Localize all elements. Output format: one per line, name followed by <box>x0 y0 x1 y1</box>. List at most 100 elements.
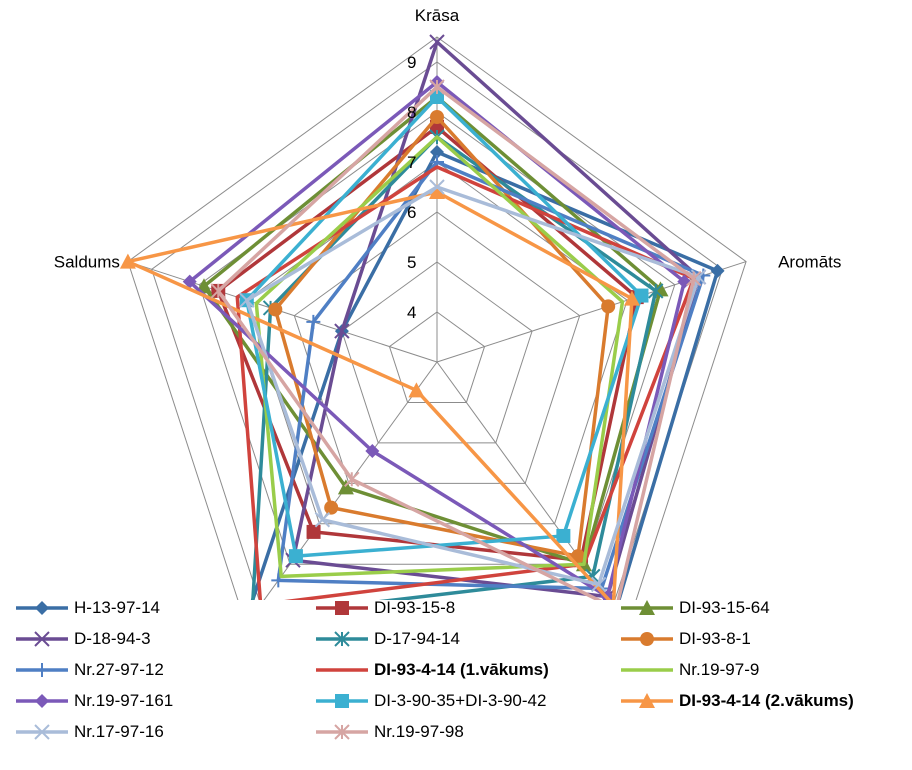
series-marker <box>334 323 350 339</box>
legend-swatch <box>16 631 68 647</box>
series-marker <box>365 443 380 458</box>
series-marker <box>335 601 349 615</box>
legend-label: DI-3-90-35+DI-3-90-42 <box>374 691 547 710</box>
legend-item: D-18-94-3 <box>14 625 151 653</box>
legend-swatch <box>16 663 68 677</box>
series-marker <box>429 34 445 50</box>
series-marker <box>639 693 655 708</box>
legend-item: DI-93-15-8 <box>314 594 455 622</box>
radar-chart: 456789KrāsaAromātsGaršaSkābumsSaldums <box>54 6 842 600</box>
legend-label: D-18-94-3 <box>74 629 151 648</box>
series-marker <box>335 694 349 708</box>
legend-label: Nr.19-97-161 <box>74 691 174 710</box>
legend-swatch <box>316 601 368 615</box>
legend-item: D-17-94-14 <box>314 625 460 653</box>
legend-label: DI-93-15-64 <box>679 598 770 617</box>
series-marker <box>640 632 654 646</box>
series-marker <box>634 288 649 303</box>
legend-item: DI-93-8-1 <box>619 625 751 653</box>
series-marker <box>556 528 571 543</box>
legend-item: Nr.27-97-12 <box>14 656 164 684</box>
series-marker <box>429 179 445 195</box>
legend-label: Nr.27-97-12 <box>74 660 164 679</box>
series-marker <box>34 631 50 647</box>
legend-label: DI-93-8-1 <box>679 629 751 648</box>
series-marker <box>710 263 725 278</box>
series-marker <box>314 512 331 528</box>
legend-swatch <box>16 601 68 615</box>
series <box>211 120 644 568</box>
series-marker <box>686 270 702 287</box>
series-marker <box>306 524 321 539</box>
legend-label: D-17-94-14 <box>374 629 460 648</box>
legend-swatch <box>316 631 368 647</box>
series <box>239 179 707 593</box>
legend-swatch <box>16 694 68 708</box>
legend-swatch <box>621 632 673 646</box>
series-marker <box>288 549 303 564</box>
series-line <box>126 190 634 600</box>
legend-label: DI-93-4-14 (2.vākums) <box>679 691 854 710</box>
series-marker <box>337 479 354 495</box>
legend-label: DI-93-15-8 <box>374 598 456 617</box>
series-marker <box>344 471 360 488</box>
grid-ring <box>127 36 747 600</box>
series-marker <box>571 549 586 564</box>
series-line <box>187 80 687 599</box>
series-marker <box>590 576 607 593</box>
series-line <box>245 185 701 587</box>
grid-spoke <box>127 261 438 363</box>
legend-label: Nr.17-97-16 <box>74 722 164 741</box>
series-marker <box>601 299 616 314</box>
series-marker <box>271 573 286 588</box>
series-marker <box>430 110 444 124</box>
series-marker <box>306 314 321 329</box>
legend-swatch <box>621 693 673 708</box>
grid-ring <box>341 261 533 444</box>
series-marker <box>430 90 444 104</box>
legend-item: Nr.19-97-98 <box>314 718 464 746</box>
legend-swatch <box>621 600 673 615</box>
series-marker <box>623 290 640 306</box>
series <box>210 79 702 600</box>
series-marker <box>268 302 283 317</box>
series-line <box>273 115 610 558</box>
grid-ring <box>151 61 723 600</box>
series-marker <box>34 724 50 740</box>
series-marker <box>429 79 445 95</box>
tick-label: 8 <box>407 103 416 122</box>
tick-label: 6 <box>407 203 416 222</box>
series-marker <box>210 283 226 299</box>
series-marker <box>600 589 615 600</box>
axis-label: Aromāts <box>778 253 841 272</box>
series-marker <box>334 631 350 647</box>
series-marker <box>430 145 444 159</box>
series-line <box>216 85 696 600</box>
grid-ring <box>388 311 486 403</box>
legend-item: Nr.19-97-161 <box>14 687 173 715</box>
series-marker <box>35 601 49 615</box>
legend-item: H-13-97-14 <box>14 594 160 622</box>
tick-label: 7 <box>407 153 416 172</box>
legend-item: DI-93-4-14 (2.vākums) <box>619 687 854 715</box>
axis-label: Saldums <box>54 253 120 272</box>
legend-swatch <box>316 724 368 740</box>
series-marker <box>334 724 350 740</box>
series <box>268 110 616 564</box>
series-line <box>202 95 663 567</box>
series <box>119 184 640 600</box>
series-line <box>276 160 706 591</box>
series-marker <box>35 663 49 677</box>
series-marker <box>35 694 49 708</box>
series-marker <box>639 600 655 615</box>
series-marker <box>429 184 445 199</box>
series-marker <box>182 274 197 289</box>
radar-labels: 456789KrāsaAromātsGaršaSkābumsSaldums <box>54 6 842 322</box>
series-marker <box>119 253 136 269</box>
legend-label: DI-93-4-14 (1.vākums) <box>374 660 549 679</box>
series-marker <box>408 382 425 398</box>
legend-label: H-13-97-14 <box>74 598 160 617</box>
grid-ring <box>293 211 581 484</box>
tick-label: 5 <box>407 253 416 272</box>
legend-swatch <box>16 724 68 740</box>
